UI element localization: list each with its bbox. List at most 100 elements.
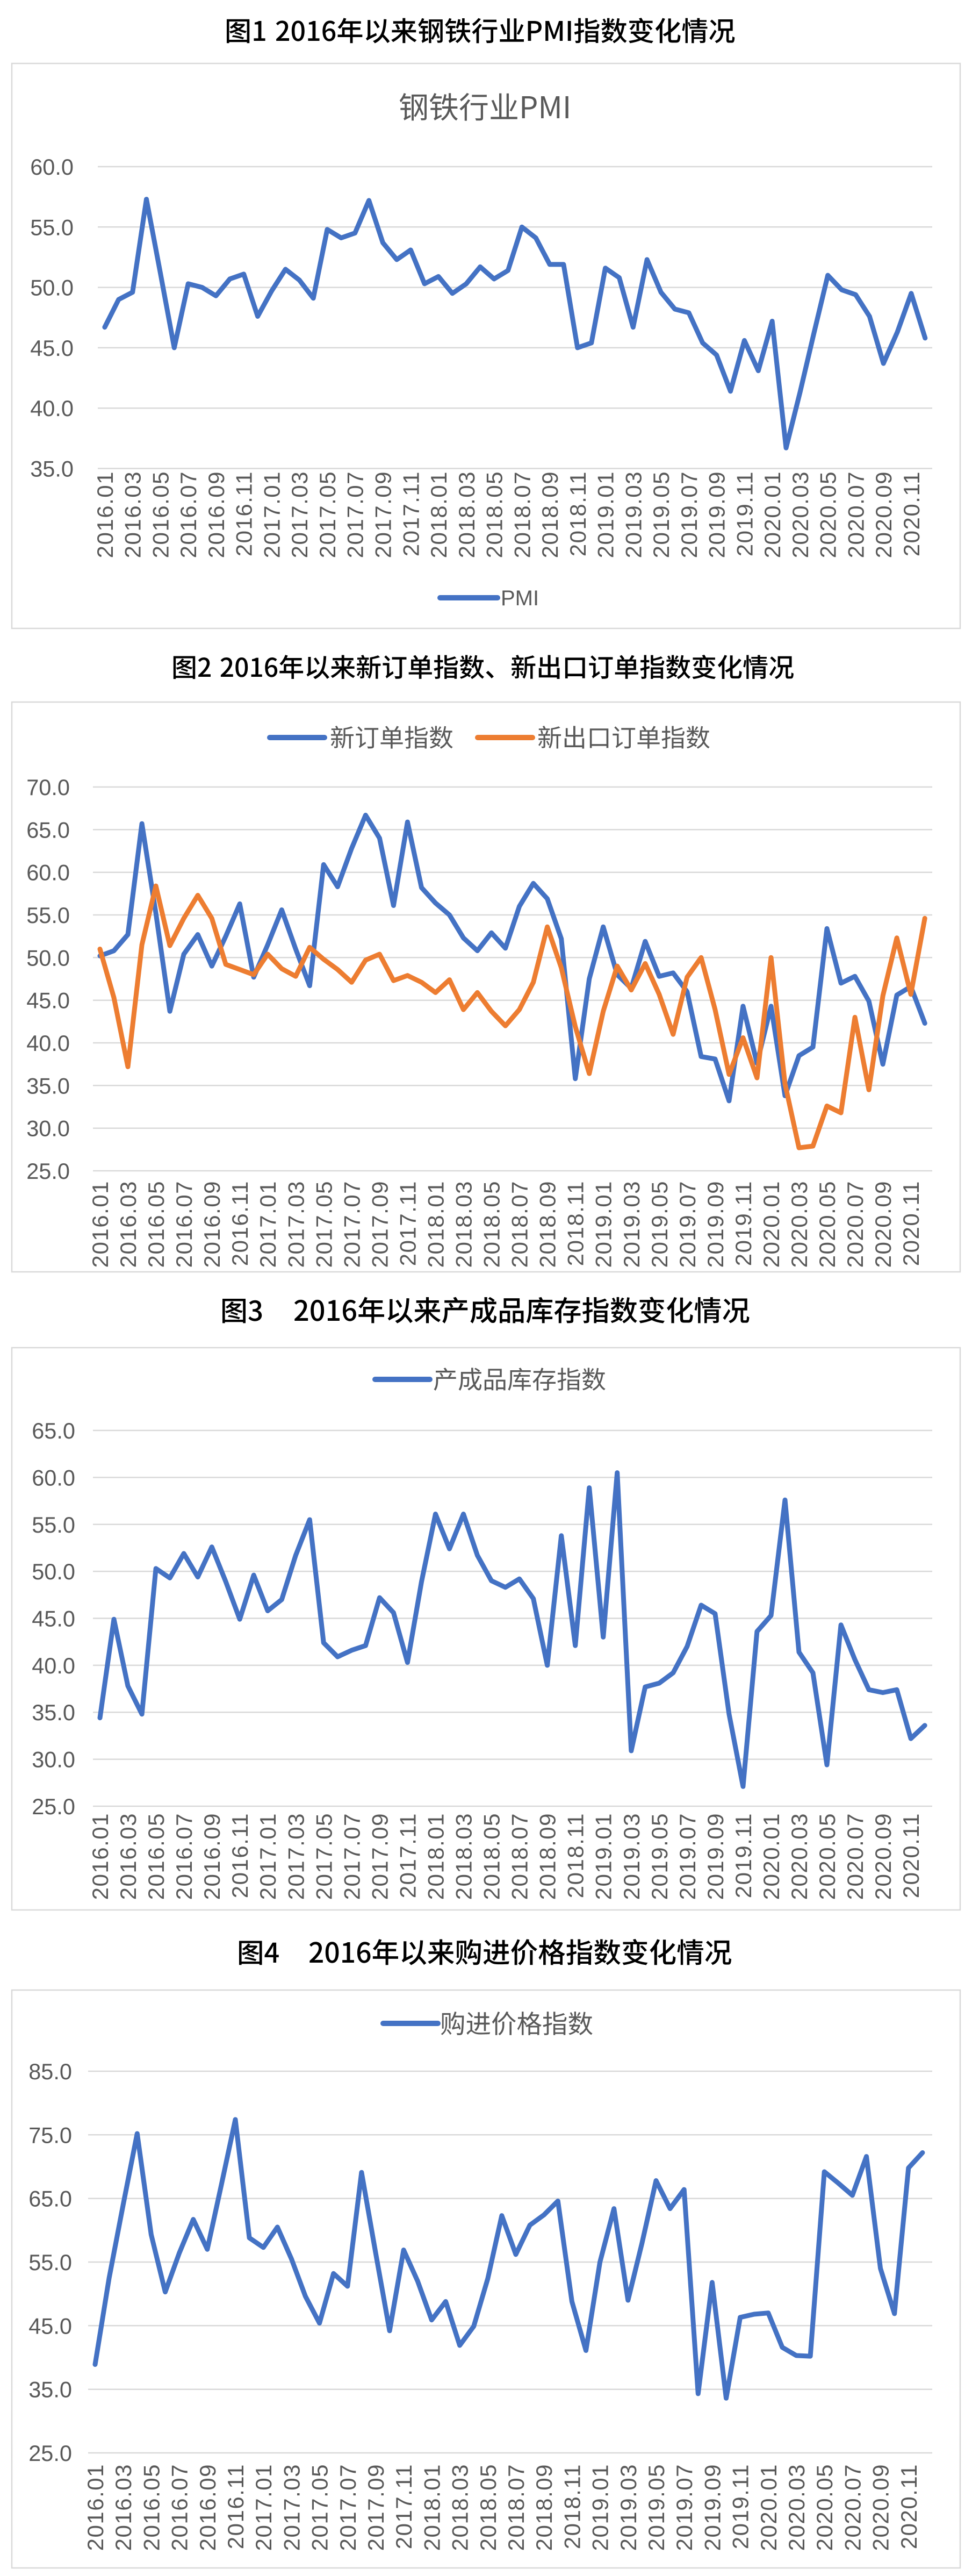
svg-text:40.0: 40.0 bbox=[32, 1653, 75, 1678]
svg-text:2017.07: 2017.07 bbox=[339, 1180, 364, 1268]
svg-text:2016.11: 2016.11 bbox=[227, 1813, 253, 1898]
svg-text:2020.09: 2020.09 bbox=[870, 1813, 896, 1900]
svg-text:40.0: 40.0 bbox=[30, 396, 74, 421]
svg-text:2018.07: 2018.07 bbox=[503, 2464, 529, 2551]
svg-text:2020.07: 2020.07 bbox=[842, 1813, 868, 1900]
svg-text:30.0: 30.0 bbox=[26, 1116, 70, 1141]
svg-text:2019.03: 2019.03 bbox=[619, 1813, 644, 1900]
svg-text:2019.05: 2019.05 bbox=[649, 471, 674, 558]
svg-text:2018.01: 2018.01 bbox=[426, 471, 451, 558]
svg-text:2017.03: 2017.03 bbox=[283, 1180, 308, 1268]
svg-text:2019.01: 2019.01 bbox=[588, 2464, 613, 2551]
svg-text:2017.05: 2017.05 bbox=[307, 2464, 333, 2551]
svg-text:35.0: 35.0 bbox=[26, 1073, 70, 1098]
svg-text:2016.11: 2016.11 bbox=[232, 471, 257, 556]
svg-text:2018.03: 2018.03 bbox=[451, 1180, 477, 1268]
svg-text:75.0: 75.0 bbox=[28, 2122, 72, 2148]
svg-text:65.0: 65.0 bbox=[28, 2186, 72, 2212]
svg-text:2018.09: 2018.09 bbox=[535, 1180, 560, 1268]
svg-text:2019.01: 2019.01 bbox=[593, 471, 618, 558]
svg-text:2018.09: 2018.09 bbox=[531, 2464, 557, 2551]
svg-text:2016.09: 2016.09 bbox=[204, 471, 229, 558]
svg-text:2016.07: 2016.07 bbox=[171, 1180, 197, 1268]
svg-text:2019.05: 2019.05 bbox=[647, 1180, 672, 1268]
svg-text:2018.05: 2018.05 bbox=[482, 471, 507, 558]
svg-text:2017.09: 2017.09 bbox=[367, 1180, 392, 1268]
svg-text:2020.05: 2020.05 bbox=[812, 2464, 837, 2551]
svg-text:45.0: 45.0 bbox=[28, 2313, 72, 2338]
svg-text:2019.09: 2019.09 bbox=[703, 1180, 728, 1268]
svg-text:2017.01: 2017.01 bbox=[255, 1813, 280, 1900]
svg-text:2016.11: 2016.11 bbox=[223, 2464, 248, 2549]
svg-text:2017.01: 2017.01 bbox=[255, 1180, 280, 1268]
svg-text:2016.01: 2016.01 bbox=[88, 1180, 113, 1268]
svg-text:70.0: 70.0 bbox=[26, 775, 70, 800]
svg-text:2019.03: 2019.03 bbox=[619, 1180, 644, 1268]
svg-text:2018.11: 2018.11 bbox=[565, 471, 590, 556]
svg-text:2020.07: 2020.07 bbox=[840, 2464, 865, 2551]
svg-text:2018.11: 2018.11 bbox=[563, 1813, 588, 1898]
svg-text:35.0: 35.0 bbox=[28, 2377, 72, 2402]
svg-text:2017.03: 2017.03 bbox=[283, 1813, 308, 1900]
svg-text:2018.09: 2018.09 bbox=[535, 1813, 560, 1900]
svg-text:2019.09: 2019.09 bbox=[700, 2464, 725, 2551]
svg-text:2020.05: 2020.05 bbox=[815, 1813, 840, 1900]
svg-text:2020.05: 2020.05 bbox=[816, 471, 841, 558]
svg-text:2018.11: 2018.11 bbox=[559, 2464, 585, 2549]
svg-text:60.0: 60.0 bbox=[30, 154, 74, 180]
svg-text:2020.03: 2020.03 bbox=[784, 2464, 809, 2551]
svg-text:2020.01: 2020.01 bbox=[756, 2464, 781, 2551]
svg-text:2020.01: 2020.01 bbox=[759, 1813, 784, 1900]
svg-text:45.0: 45.0 bbox=[32, 1606, 75, 1632]
svg-text:35.0: 35.0 bbox=[30, 456, 74, 482]
svg-text:2019.05: 2019.05 bbox=[644, 2464, 669, 2551]
svg-text:45.0: 45.0 bbox=[30, 335, 74, 361]
svg-text:2018.05: 2018.05 bbox=[476, 2464, 501, 2551]
svg-text:2019.11: 2019.11 bbox=[731, 1813, 756, 1898]
svg-text:25.0: 25.0 bbox=[26, 1158, 70, 1184]
svg-text:2018.03: 2018.03 bbox=[448, 2464, 473, 2551]
svg-text:2016.05: 2016.05 bbox=[148, 471, 173, 558]
svg-text:2016.01: 2016.01 bbox=[92, 471, 118, 558]
svg-text:2018.03: 2018.03 bbox=[451, 1813, 477, 1900]
svg-text:2019.11: 2019.11 bbox=[732, 471, 757, 556]
svg-text:2019.11: 2019.11 bbox=[731, 1180, 756, 1266]
svg-text:85.0: 85.0 bbox=[28, 2059, 72, 2084]
svg-text:2016.07: 2016.07 bbox=[176, 471, 201, 558]
svg-text:2016.03: 2016.03 bbox=[116, 1813, 141, 1900]
svg-text:2017.09: 2017.09 bbox=[371, 471, 396, 558]
svg-text:2020.07: 2020.07 bbox=[843, 471, 868, 558]
svg-text:2018.01: 2018.01 bbox=[423, 1813, 449, 1900]
svg-text:2017.07: 2017.07 bbox=[343, 471, 368, 558]
svg-text:2019.07: 2019.07 bbox=[672, 2464, 697, 2551]
svg-text:2020.05: 2020.05 bbox=[815, 1180, 840, 1268]
svg-text:2016.09: 2016.09 bbox=[195, 2464, 220, 2551]
svg-text:2018.07: 2018.07 bbox=[507, 1813, 532, 1900]
svg-text:2017.05: 2017.05 bbox=[315, 471, 340, 558]
svg-text:2020.11: 2020.11 bbox=[896, 2464, 921, 2549]
svg-text:2016.05: 2016.05 bbox=[143, 1180, 169, 1268]
svg-text:2019.07: 2019.07 bbox=[676, 471, 702, 558]
svg-text:2017.11: 2017.11 bbox=[395, 1180, 420, 1266]
svg-text:55.0: 55.0 bbox=[30, 214, 74, 240]
svg-text:2020.11: 2020.11 bbox=[898, 1813, 924, 1898]
svg-text:2019.03: 2019.03 bbox=[621, 471, 646, 558]
svg-text:2020.11: 2020.11 bbox=[899, 471, 924, 556]
svg-text:2018.09: 2018.09 bbox=[537, 471, 563, 558]
svg-text:2016.07: 2016.07 bbox=[167, 2464, 192, 2551]
svg-text:2020.01: 2020.01 bbox=[760, 471, 785, 558]
svg-text:2019.01: 2019.01 bbox=[591, 1813, 616, 1900]
svg-text:40.0: 40.0 bbox=[26, 1031, 70, 1056]
svg-text:2020.09: 2020.09 bbox=[870, 1180, 896, 1268]
svg-text:2016.03: 2016.03 bbox=[116, 1180, 141, 1268]
svg-text:2018.11: 2018.11 bbox=[563, 1180, 588, 1266]
svg-text:65.0: 65.0 bbox=[32, 1418, 75, 1443]
svg-text:2020.07: 2020.07 bbox=[842, 1180, 868, 1268]
svg-text:2017.11: 2017.11 bbox=[395, 1813, 420, 1898]
svg-text:50.0: 50.0 bbox=[26, 945, 70, 970]
svg-text:2016.11: 2016.11 bbox=[227, 1180, 253, 1266]
svg-text:2016.05: 2016.05 bbox=[143, 1813, 169, 1900]
svg-text:30.0: 30.0 bbox=[32, 1747, 75, 1772]
svg-text:2016.03: 2016.03 bbox=[111, 2464, 136, 2551]
svg-text:2018.07: 2018.07 bbox=[509, 471, 535, 558]
